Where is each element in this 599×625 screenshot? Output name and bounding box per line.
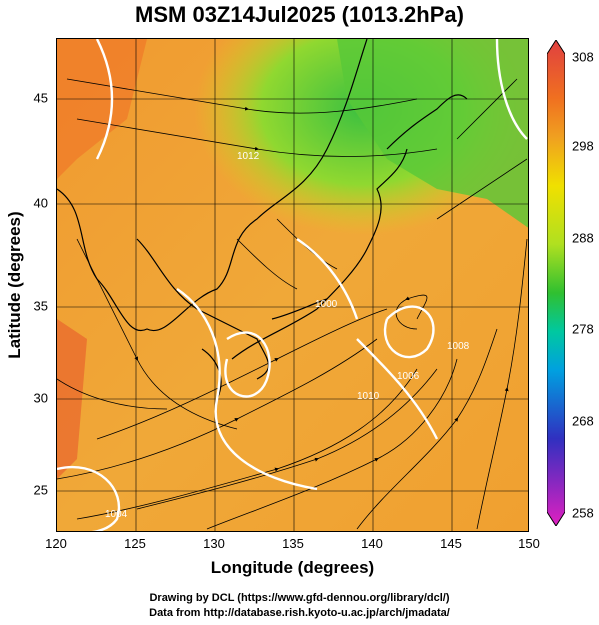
colorbar-tick: 258 [572, 505, 594, 521]
wind-streamlines [57, 78, 528, 530]
colorbar-tick: 278 [572, 321, 594, 337]
y-tick-label: 30 [33, 390, 48, 406]
x-tick-label: 120 [45, 536, 67, 551]
y-tick-label: 25 [33, 482, 48, 498]
x-tick-label: 130 [203, 536, 225, 551]
y-tick-label: 45 [33, 90, 48, 106]
map-svg: 1004 1000 1012 1006 1008 1010 [57, 39, 528, 531]
isobar-label: 1006 [397, 371, 420, 382]
credit-data: Data from http://database.rish.kyoto-u.a… [149, 607, 450, 619]
colorbar [547, 40, 565, 526]
isobar-label: 1008 [447, 341, 470, 352]
y-tick-label: 35 [33, 298, 48, 314]
isobars [57, 39, 528, 531]
northwest-warm-region [57, 39, 147, 179]
isobar-label: 1012 [237, 151, 260, 162]
x-tick-label: 140 [361, 536, 383, 551]
chart-title: MSM 03Z14Jul2025 (1013.2hPa) [135, 2, 464, 27]
credit-drawing: Drawing by DCL (https://www.gfd-dennou.o… [149, 592, 450, 604]
isobar-labels: 1004 1000 1012 1006 1008 1010 [105, 151, 470, 520]
isobar-label: 1010 [357, 391, 380, 402]
x-axis-label: Longitude (degrees) [210, 558, 375, 577]
y-axis-label: Latitude (degrees) [5, 211, 24, 359]
y-tick-label: 40 [33, 195, 48, 211]
lat-lon-grid [57, 39, 528, 531]
colorbar-tick: 308 [572, 49, 594, 65]
isobar-label: 1000 [315, 299, 338, 310]
map-plot-area: 1004 1000 1012 1006 1008 1010 [56, 38, 529, 532]
northeast-cool-region [337, 39, 528, 228]
isobar-label: 1004 [105, 509, 128, 520]
x-tick-label: 125 [124, 536, 146, 551]
colorbar-tick: 288 [572, 230, 594, 246]
colorbar-tick: 268 [572, 413, 594, 429]
x-tick-label: 145 [440, 536, 462, 551]
colorbar-tick: 298 [572, 138, 594, 154]
x-tick-label: 135 [282, 536, 304, 551]
x-tick-label: 150 [518, 536, 540, 551]
